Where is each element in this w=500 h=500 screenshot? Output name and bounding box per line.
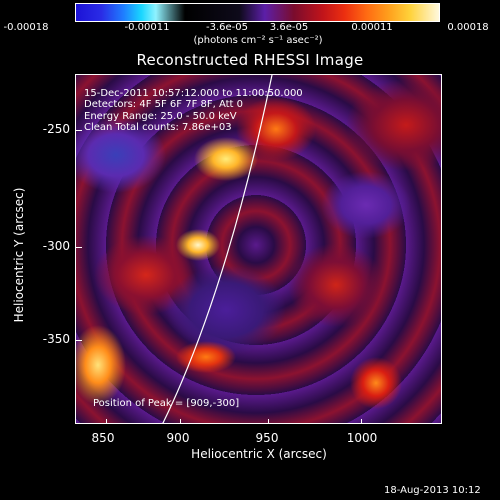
y-tick-label: -250 <box>42 122 70 136</box>
x-tick-label: 950 <box>255 431 279 445</box>
time-range: 15-Dec-2011 10:57:12.000 to 11:00:50.000 <box>84 88 303 99</box>
x-tick <box>106 419 107 423</box>
total-counts: Clean Total counts: 7.86e+03 <box>84 122 232 133</box>
x-tick-label: 850 <box>91 431 115 445</box>
date-stamp: 18-Aug-2013 10:12 <box>384 485 481 496</box>
y-axis-title: Heliocentric Y (arcsec) <box>12 187 26 323</box>
x-tick <box>268 419 269 423</box>
x-tick-label: 1000 <box>346 431 378 445</box>
x-tick-label: 900 <box>166 431 190 445</box>
detectors: Detectors: 4F 5F 6F 7F 8F, Att 0 <box>84 99 244 110</box>
colorbar-label: 3.6e-05 <box>269 22 309 33</box>
x-tick <box>361 419 362 423</box>
energy-range: Energy Range: 25.0 - 50.0 keV <box>84 111 237 122</box>
rhessi-image <box>75 74 442 424</box>
colorbar <box>75 3 440 22</box>
y-tick <box>76 247 82 248</box>
x-tick <box>180 419 181 423</box>
colorbar-label: 0.00018 <box>447 22 489 33</box>
solar-limb-line <box>162 75 273 423</box>
colorbar-label: -0.00018 <box>3 22 49 33</box>
colorbar-label: -3.6e-05 <box>206 22 248 33</box>
colorbar-units: (photons cm⁻² s⁻¹ asec⁻²) <box>193 35 323 46</box>
y-tick <box>76 130 82 131</box>
colorbar-label: -0.00011 <box>124 22 170 33</box>
y-tick-label: -300 <box>42 239 70 253</box>
y-tick-label: -350 <box>42 332 70 346</box>
y-tick <box>76 340 82 341</box>
image-title: Reconstructed RHESSI Image <box>136 51 364 69</box>
colorbar-label: 0.00011 <box>351 22 393 33</box>
peak-position: Position of Peak = [909,-300] <box>93 398 240 409</box>
x-axis-title: Heliocentric X (arcsec) <box>191 447 327 461</box>
